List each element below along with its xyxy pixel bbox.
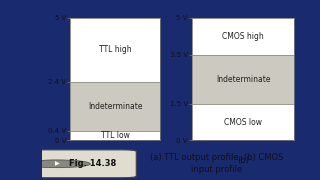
FancyBboxPatch shape xyxy=(30,150,136,178)
Bar xyxy=(192,18,294,55)
Text: Indeterminate: Indeterminate xyxy=(88,102,142,111)
Text: TTL high: TTL high xyxy=(99,45,132,54)
Text: CMOS low: CMOS low xyxy=(224,118,262,127)
Bar xyxy=(70,131,160,140)
Bar xyxy=(70,82,160,131)
Bar xyxy=(70,18,160,82)
Text: (a): (a) xyxy=(109,156,121,165)
Text: CMOS high: CMOS high xyxy=(222,32,264,41)
Text: TTL low: TTL low xyxy=(101,131,130,140)
Text: (b): (b) xyxy=(237,156,249,165)
Bar xyxy=(192,104,294,140)
Text: ▶: ▶ xyxy=(54,161,59,166)
Text: Fig. 14.38: Fig. 14.38 xyxy=(69,159,117,168)
Text: Indeterminate: Indeterminate xyxy=(216,75,270,84)
Text: (a) TTL output profile, (b) CMOS
input profile: (a) TTL output profile, (b) CMOS input p… xyxy=(150,153,284,174)
Circle shape xyxy=(23,160,90,168)
Bar xyxy=(192,55,294,104)
